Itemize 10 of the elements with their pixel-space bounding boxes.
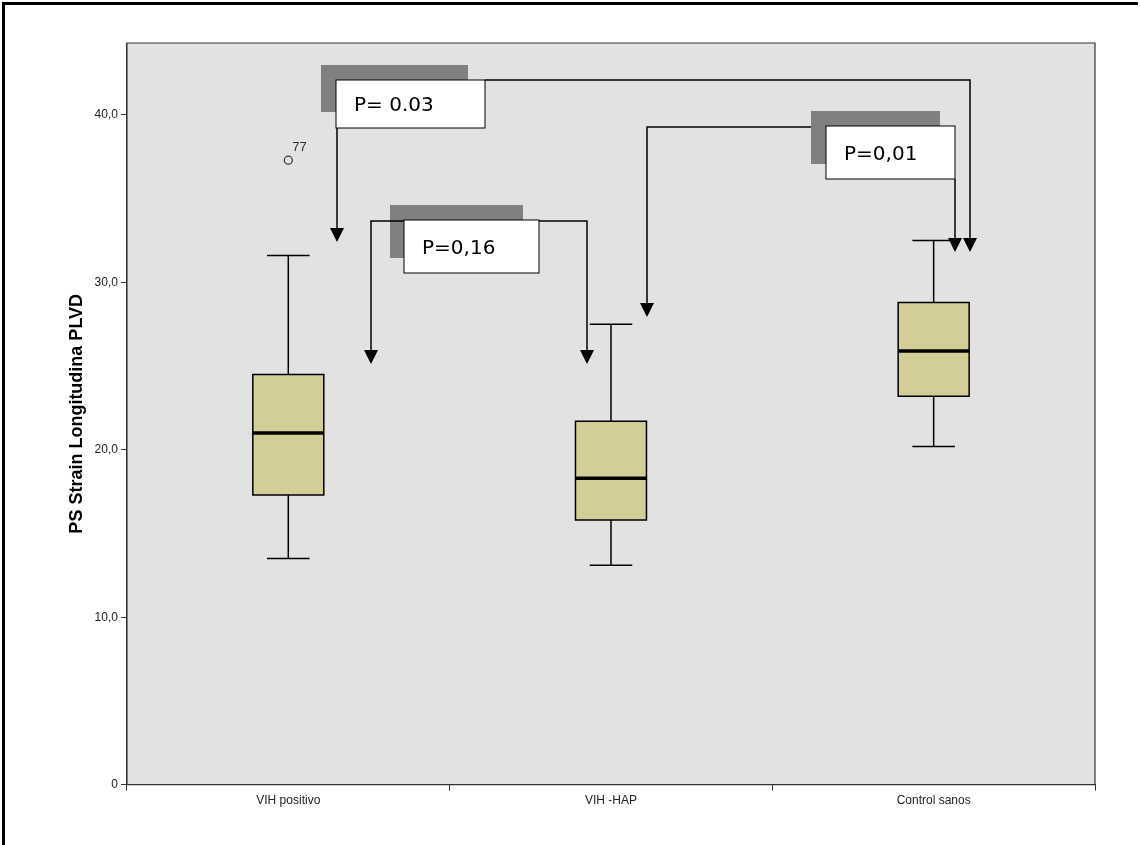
y-tick-label: 20,0	[94, 442, 119, 457]
x-tick-label: Control sanos	[896, 793, 971, 808]
y-axis-title: PS Strain Longitudina PLVD	[65, 293, 86, 534]
x-tick-label: VIH positivo	[256, 793, 321, 808]
y-tick-label: 30,0	[94, 274, 119, 289]
y-tick-label: 40,0	[94, 107, 119, 122]
y-tick-label: 10,0	[94, 609, 119, 624]
y-tick-label: 0	[111, 776, 119, 791]
x-tick-label: VIH -HAP	[584, 793, 637, 808]
annotation: 77	[292, 139, 307, 155]
